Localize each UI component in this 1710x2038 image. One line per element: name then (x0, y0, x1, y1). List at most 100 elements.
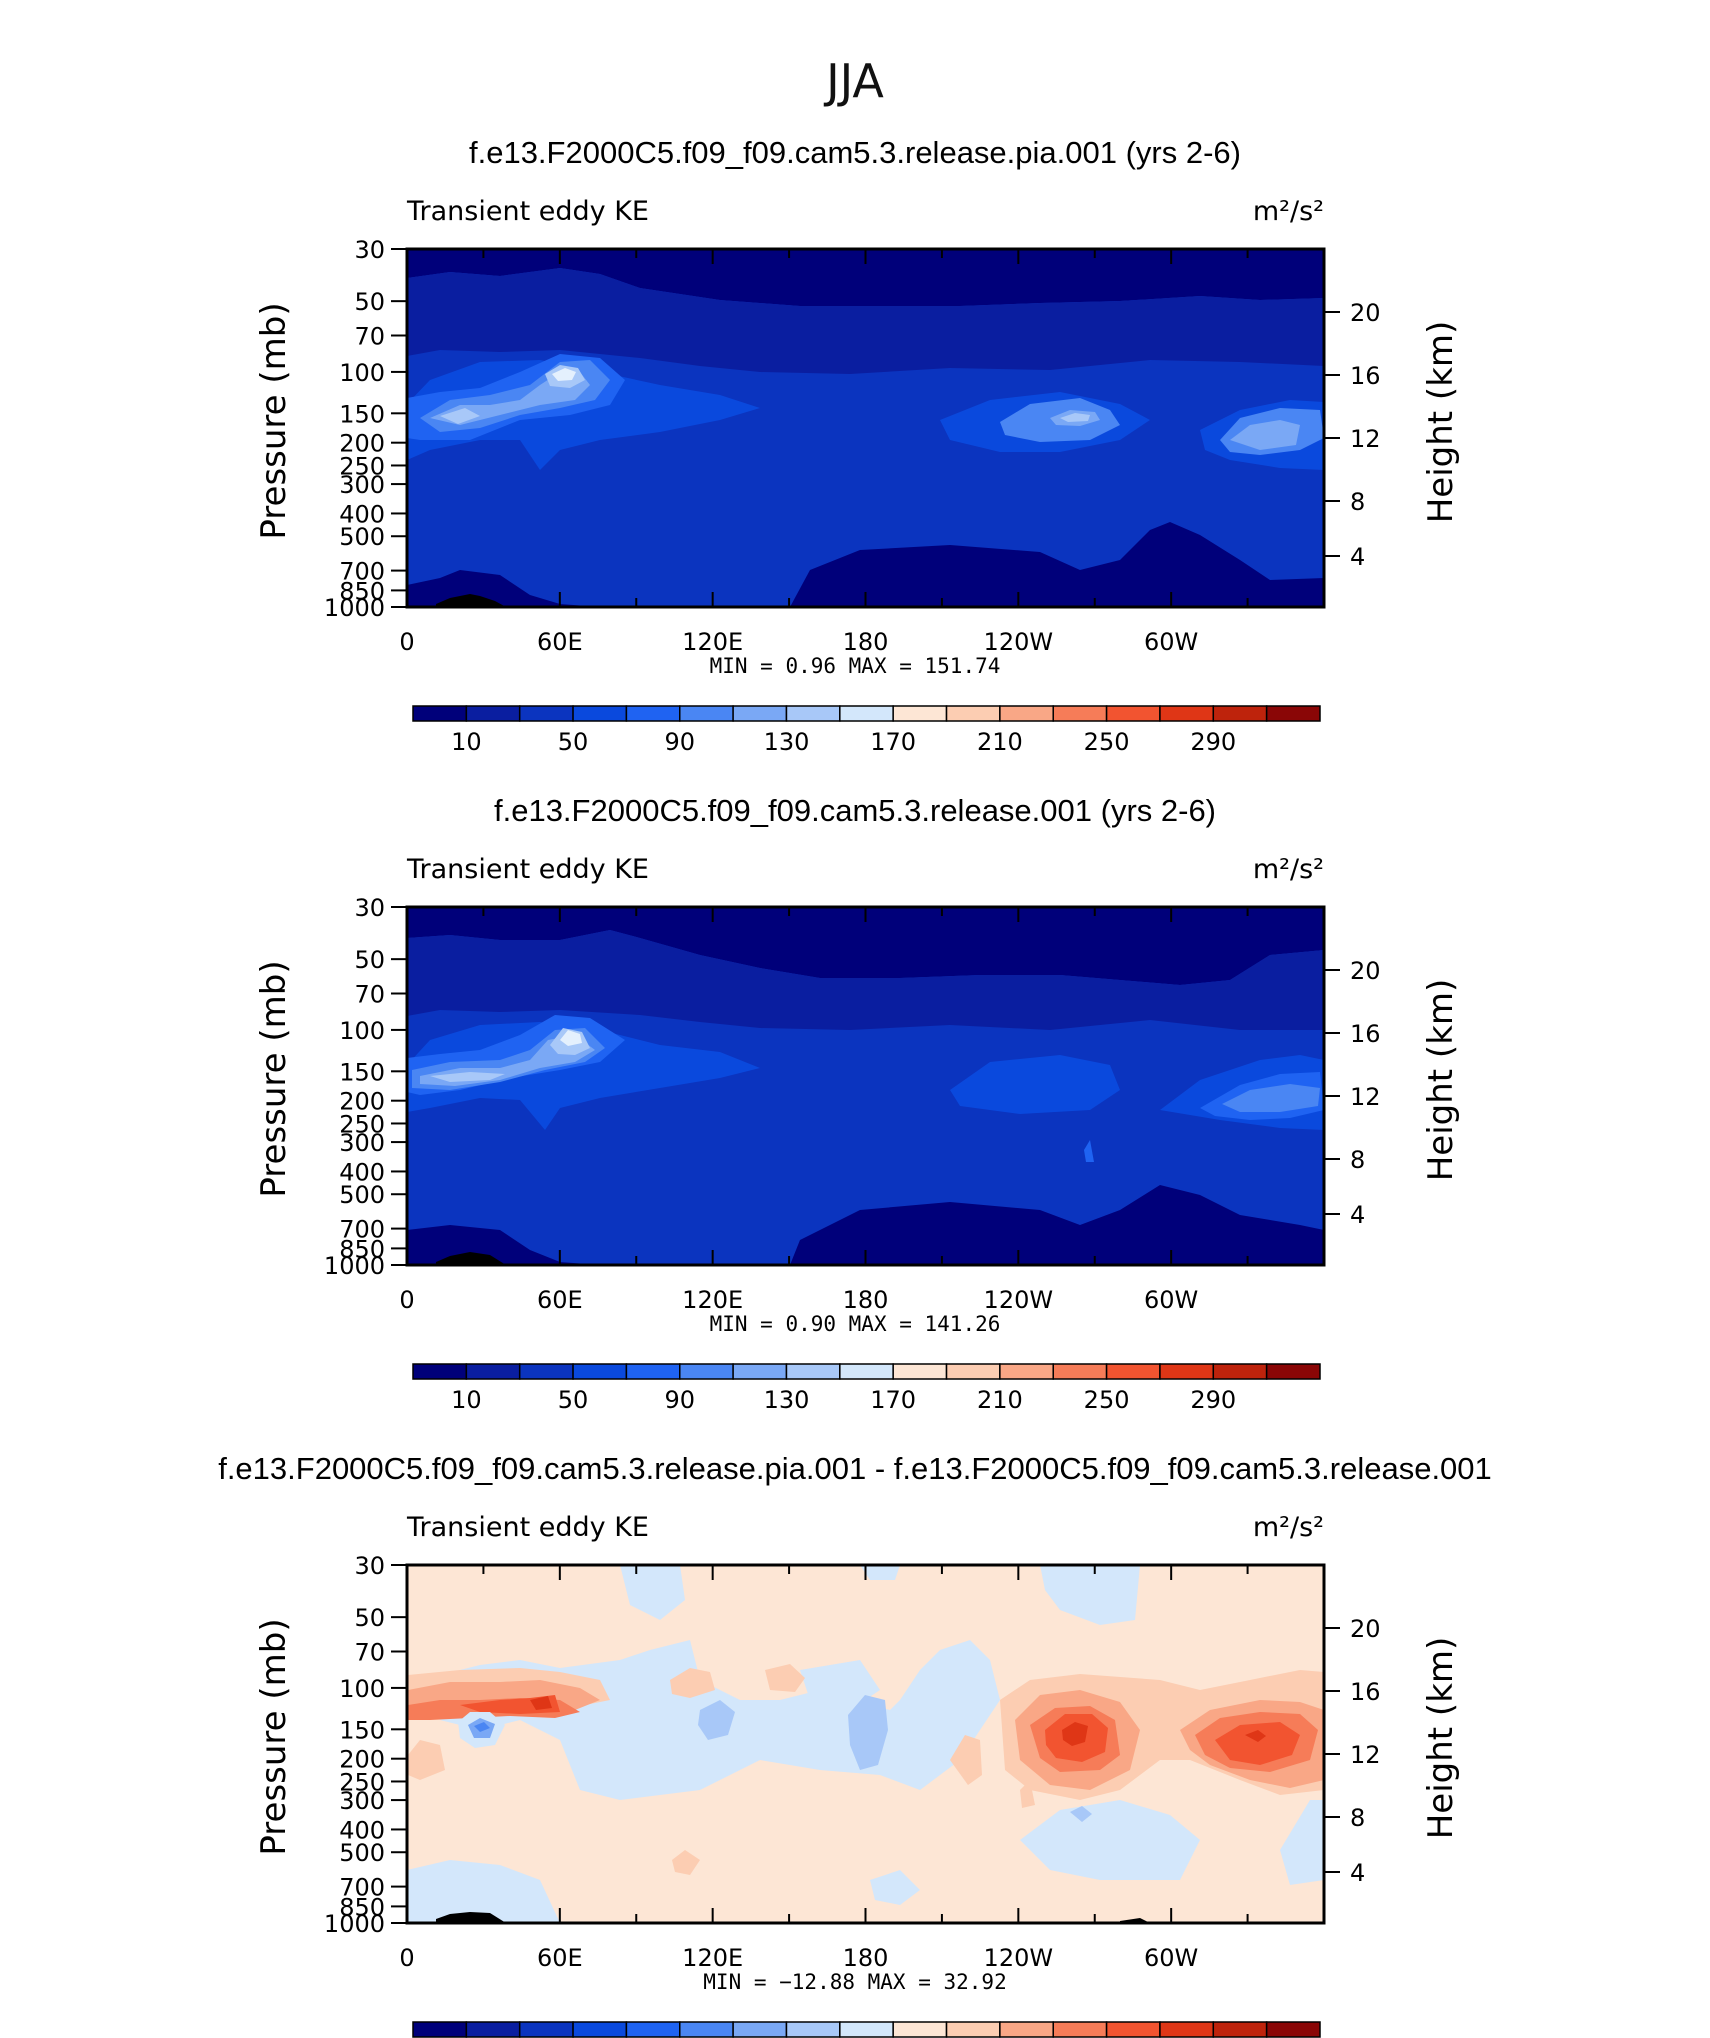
colorbar-swatch (785, 705, 841, 722)
height-tick-label: 8 (1350, 1804, 1365, 1832)
colorbar-swatch (1159, 1363, 1215, 1380)
height-tick-label: 16 (1350, 1020, 1381, 1048)
colorbar-swatch (1159, 2021, 1215, 2038)
x-tick-label: 0 (399, 628, 414, 656)
x-tick-label: 60W (1144, 628, 1198, 656)
y-tick-label: 500 (339, 1181, 385, 1209)
colorbar-swatch (999, 2021, 1054, 2038)
colorbar-swatch (465, 1363, 521, 1380)
y-tick-label: 300 (339, 471, 385, 499)
colorbar-swatch (732, 2021, 788, 2038)
colorbar-swatch (732, 705, 788, 722)
panel-2-field (407, 907, 1324, 1265)
y-tick-label: 100 (339, 359, 385, 387)
panel-3-title: f.e13.F2000C5.f09_f09.cam5.3.release.pia… (218, 1451, 1492, 1486)
colorbar-swatch (679, 2021, 734, 2038)
colorbar-swatch (679, 705, 734, 722)
colorbar-swatch (892, 2021, 948, 2038)
panel-3-field (407, 1565, 1324, 1923)
colorbar-swatch (465, 2021, 521, 2038)
x-tick-label: 180 (843, 1286, 889, 1314)
y-tick-label: 100 (339, 1675, 385, 1703)
panel-2: f.e13.F2000C5.f09_f09.cam5.3.release.001… (405, 793, 1326, 1267)
colorbar-swatch (679, 1363, 734, 1380)
panel-3: f.e13.F2000C5.f09_f09.cam5.3.release.pia… (218, 1451, 1492, 1925)
height-tick-label: 16 (1350, 362, 1381, 390)
figure-title: JJA (823, 54, 884, 108)
height-axis-title: Height (km) (1421, 979, 1461, 1182)
panel-1-field (407, 249, 1324, 607)
y-tick-label: 30 (354, 236, 385, 264)
colorbar-swatch (1212, 1363, 1268, 1380)
colorbar-swatch (785, 1363, 841, 1380)
colorbar-swatch (412, 1363, 468, 1380)
colorbar-label: 250 (1084, 728, 1130, 756)
colorbar-swatch (999, 705, 1054, 722)
colorbar-swatch (785, 2021, 841, 2038)
colorbar-swatch (945, 2021, 1001, 2038)
colorbar-swatch (625, 1363, 681, 1380)
height-axis-title: Height (km) (1421, 1637, 1461, 1840)
y-tick-label: 1000 (324, 1910, 385, 1938)
y-tick-label: 1000 (324, 1252, 385, 1280)
height-tick-label: 20 (1350, 1615, 1381, 1643)
y-tick-label: 1000 (324, 594, 385, 622)
axes-layer: 3050701001502002503004005007008501000201… (254, 236, 1461, 1994)
y-tick-label: 70 (354, 981, 385, 1009)
x-tick-label: 120E (682, 628, 743, 656)
height-tick-label: 12 (1350, 1083, 1381, 1111)
y-tick-label: 300 (339, 1787, 385, 1815)
y-tick-label: 100 (339, 1017, 385, 1045)
colorbar-label: 290 (1190, 1386, 1236, 1414)
y-tick-label: 250 (339, 452, 385, 480)
panel-2-title: f.e13.F2000C5.f09_f09.cam5.3.release.001… (494, 793, 1216, 828)
y-tick-label: 250 (339, 1110, 385, 1138)
y-tick-label: 150 (339, 400, 385, 428)
colorbar-label: 210 (977, 1386, 1023, 1414)
colorbar-swatch (945, 1363, 1001, 1380)
panel-3-subtitle: Transient eddy KE (406, 1512, 649, 1543)
x-tick-label: 120W (984, 628, 1054, 656)
height-tick-label: 16 (1350, 1678, 1381, 1706)
panel-3-units: m²/s² (1253, 1512, 1324, 1543)
y-tick-label: 150 (339, 1716, 385, 1744)
y-tick-label: 50 (354, 288, 385, 316)
colorbar-swatch (1052, 1363, 1108, 1380)
colorbar-swatch (572, 705, 628, 722)
y-tick-label: 50 (354, 946, 385, 974)
y-tick-label: 70 (354, 323, 385, 351)
height-tick-label: 20 (1350, 299, 1381, 327)
x-tick-label: 180 (843, 1944, 889, 1972)
colorbar-swatch (465, 705, 521, 722)
height-tick-label: 4 (1350, 1201, 1365, 1229)
colorbar-label: 130 (764, 1386, 810, 1414)
x-tick-label: 120E (682, 1944, 743, 1972)
height-tick-label: 8 (1350, 488, 1365, 516)
x-tick-label: 0 (399, 1286, 414, 1314)
height-tick-label: 12 (1350, 425, 1381, 453)
colorbar-label: 50 (558, 1386, 589, 1414)
panel-1-units: m²/s² (1253, 196, 1324, 227)
colorbar-swatch (572, 2021, 628, 2038)
x-tick-label: 60E (537, 628, 583, 656)
colorbar-swatch (892, 1363, 948, 1380)
x-tick-label: 120W (984, 1944, 1054, 1972)
colorbar-swatch (1159, 705, 1215, 722)
colorbar-label: 10 (451, 1386, 482, 1414)
y-tick-label: 700 (339, 558, 385, 586)
colorbar-swatch (839, 2021, 894, 2038)
x-tick-label: 0 (399, 1944, 414, 1972)
colorbar-swatch (1105, 2021, 1161, 2038)
y-axis-title: Pressure (mb) (254, 1618, 294, 1855)
y-tick-label: 400 (339, 500, 385, 528)
colorbar-swatch (945, 705, 1001, 722)
y-tick-label: 50 (354, 1604, 385, 1632)
height-tick-label: 4 (1350, 543, 1365, 571)
y-tick-label: 400 (339, 1158, 385, 1186)
colorbar-label: 170 (870, 728, 916, 756)
height-tick-label: 20 (1350, 957, 1381, 985)
min-max-readout: MIN = 0.90 MAX = 141.26 (710, 1312, 1001, 1336)
colorbar-swatch (1265, 2021, 1321, 2038)
y-tick-label: 250 (339, 1768, 385, 1796)
